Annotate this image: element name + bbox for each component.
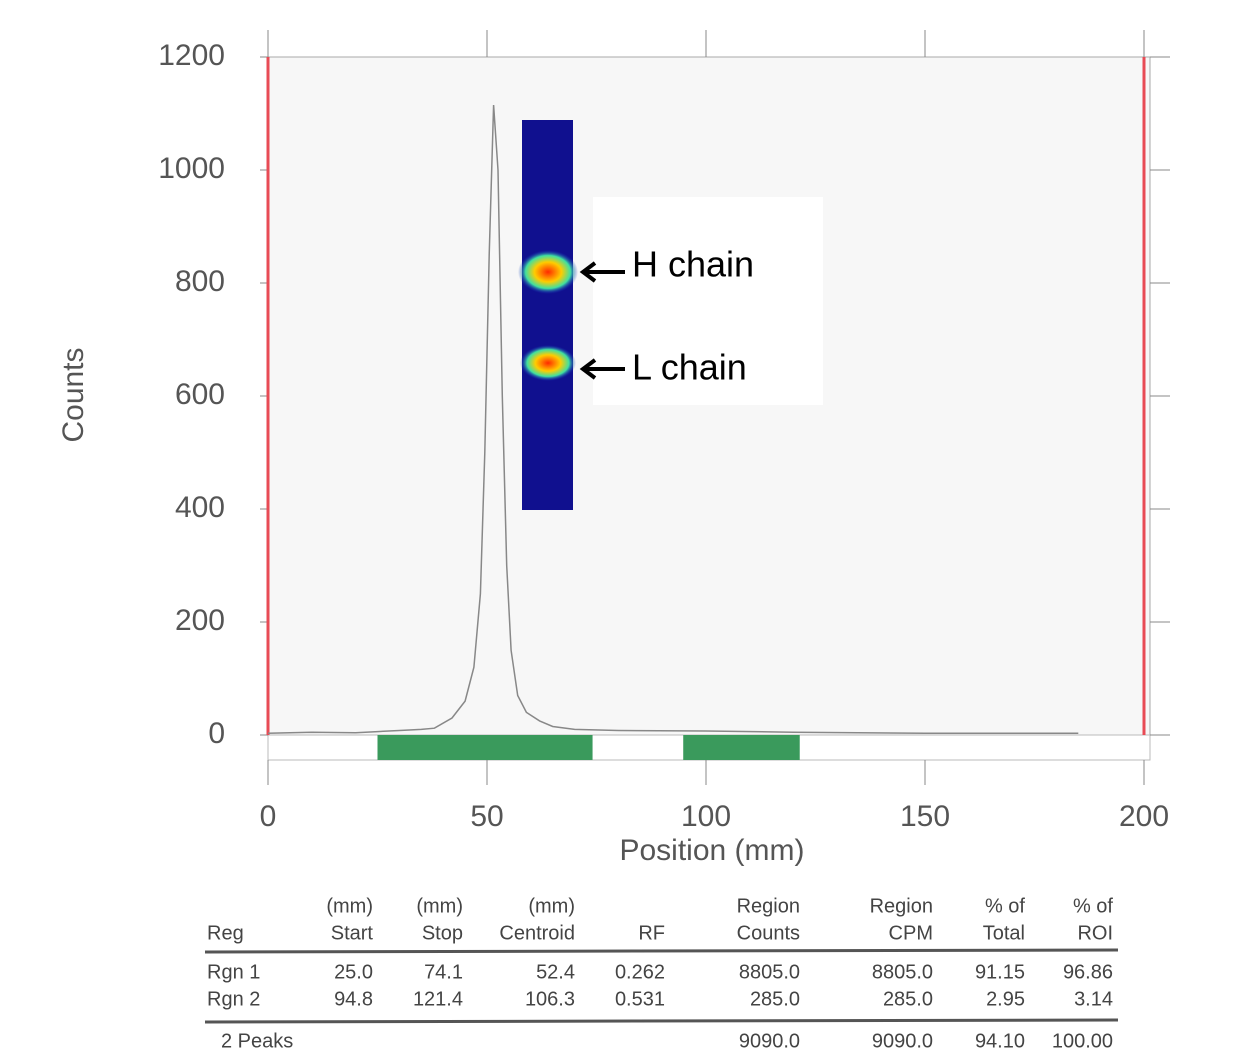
table-cell: Rgn 1	[207, 961, 260, 983]
table-cell: 8805.0	[739, 961, 800, 983]
table-cell: 52.4	[536, 961, 575, 983]
table-cell: 106.3	[525, 988, 575, 1010]
y-axis-label: Counts	[57, 347, 90, 442]
table-header: Region	[870, 895, 933, 917]
table-footer: 100.00	[1052, 1030, 1113, 1052]
table-footer: 9090.0	[872, 1030, 933, 1052]
table-cell: 121.4	[413, 988, 463, 1010]
y-tick-label: 200	[175, 604, 225, 637]
table-header: Total	[983, 922, 1025, 944]
table-header: Region	[737, 895, 800, 917]
x-tick-label: 0	[260, 800, 277, 833]
table-header: (mm)	[528, 895, 575, 917]
table-cell: 0.531	[615, 988, 665, 1010]
table-rule	[205, 950, 1118, 952]
table-header: % of	[1073, 895, 1113, 917]
y-tick-label: 800	[175, 265, 225, 298]
table-cell: 91.15	[975, 961, 1025, 983]
table-footer: 2 Peaks	[221, 1030, 293, 1052]
x-axis-label: Position (mm)	[619, 834, 804, 867]
table-header: ROI	[1077, 922, 1113, 944]
table-footer: 94.10	[975, 1030, 1025, 1052]
region-bar	[378, 735, 593, 760]
table-header: CPM	[889, 922, 933, 944]
table-footer: 9090.0	[739, 1030, 800, 1052]
table-header: Stop	[422, 922, 463, 944]
page: 0 200 400 600 800 1000 1200 0 50 100 150 200 H chai…	[0, 0, 1248, 1059]
table-rule	[205, 1020, 1118, 1022]
table-header: Reg	[207, 922, 244, 944]
y-tick-label: 400	[175, 491, 225, 524]
x-tick-label: 50	[470, 800, 503, 833]
table-cell: 74.1	[424, 961, 463, 983]
table-cell: 94.8	[334, 988, 373, 1010]
y-tick-label: 0	[208, 717, 225, 750]
table-cell: 96.86	[1063, 961, 1113, 983]
gel-band	[518, 250, 578, 294]
x-tick-label: 150	[900, 800, 950, 833]
gel-lane	[522, 120, 573, 510]
table-cell: 25.0	[334, 961, 373, 983]
table-cell: 2.95	[986, 988, 1025, 1010]
table-cell: 0.262	[615, 961, 665, 983]
table-header: Centroid	[499, 922, 575, 944]
table-header: Start	[331, 922, 374, 944]
table-cell: Rgn 2	[207, 988, 260, 1010]
table-header: (mm)	[326, 895, 373, 917]
y-tick-label: 1200	[158, 39, 225, 72]
table-cell: 8805.0	[872, 961, 933, 983]
table-cell: 285.0	[750, 988, 800, 1010]
table-header: % of	[985, 895, 1025, 917]
table-header: (mm)	[416, 895, 463, 917]
annotation: L chain	[632, 347, 747, 388]
table-cell: 285.0	[883, 988, 933, 1010]
gel-band	[520, 345, 576, 381]
region-bar	[683, 735, 800, 760]
annotation: H chain	[632, 244, 754, 285]
y-tick-label: 1000	[158, 152, 225, 185]
x-tick-label: 200	[1119, 800, 1169, 833]
x-tick-label: 100	[681, 800, 731, 833]
table-header: RF	[638, 922, 665, 944]
table-header: Counts	[737, 922, 800, 944]
y-tick-label: 600	[175, 378, 225, 411]
results-table: Reg (mm) Start (mm) Stop (mm) Centroid RF Region…	[205, 895, 1118, 1052]
table-cell: 3.14	[1074, 988, 1113, 1010]
